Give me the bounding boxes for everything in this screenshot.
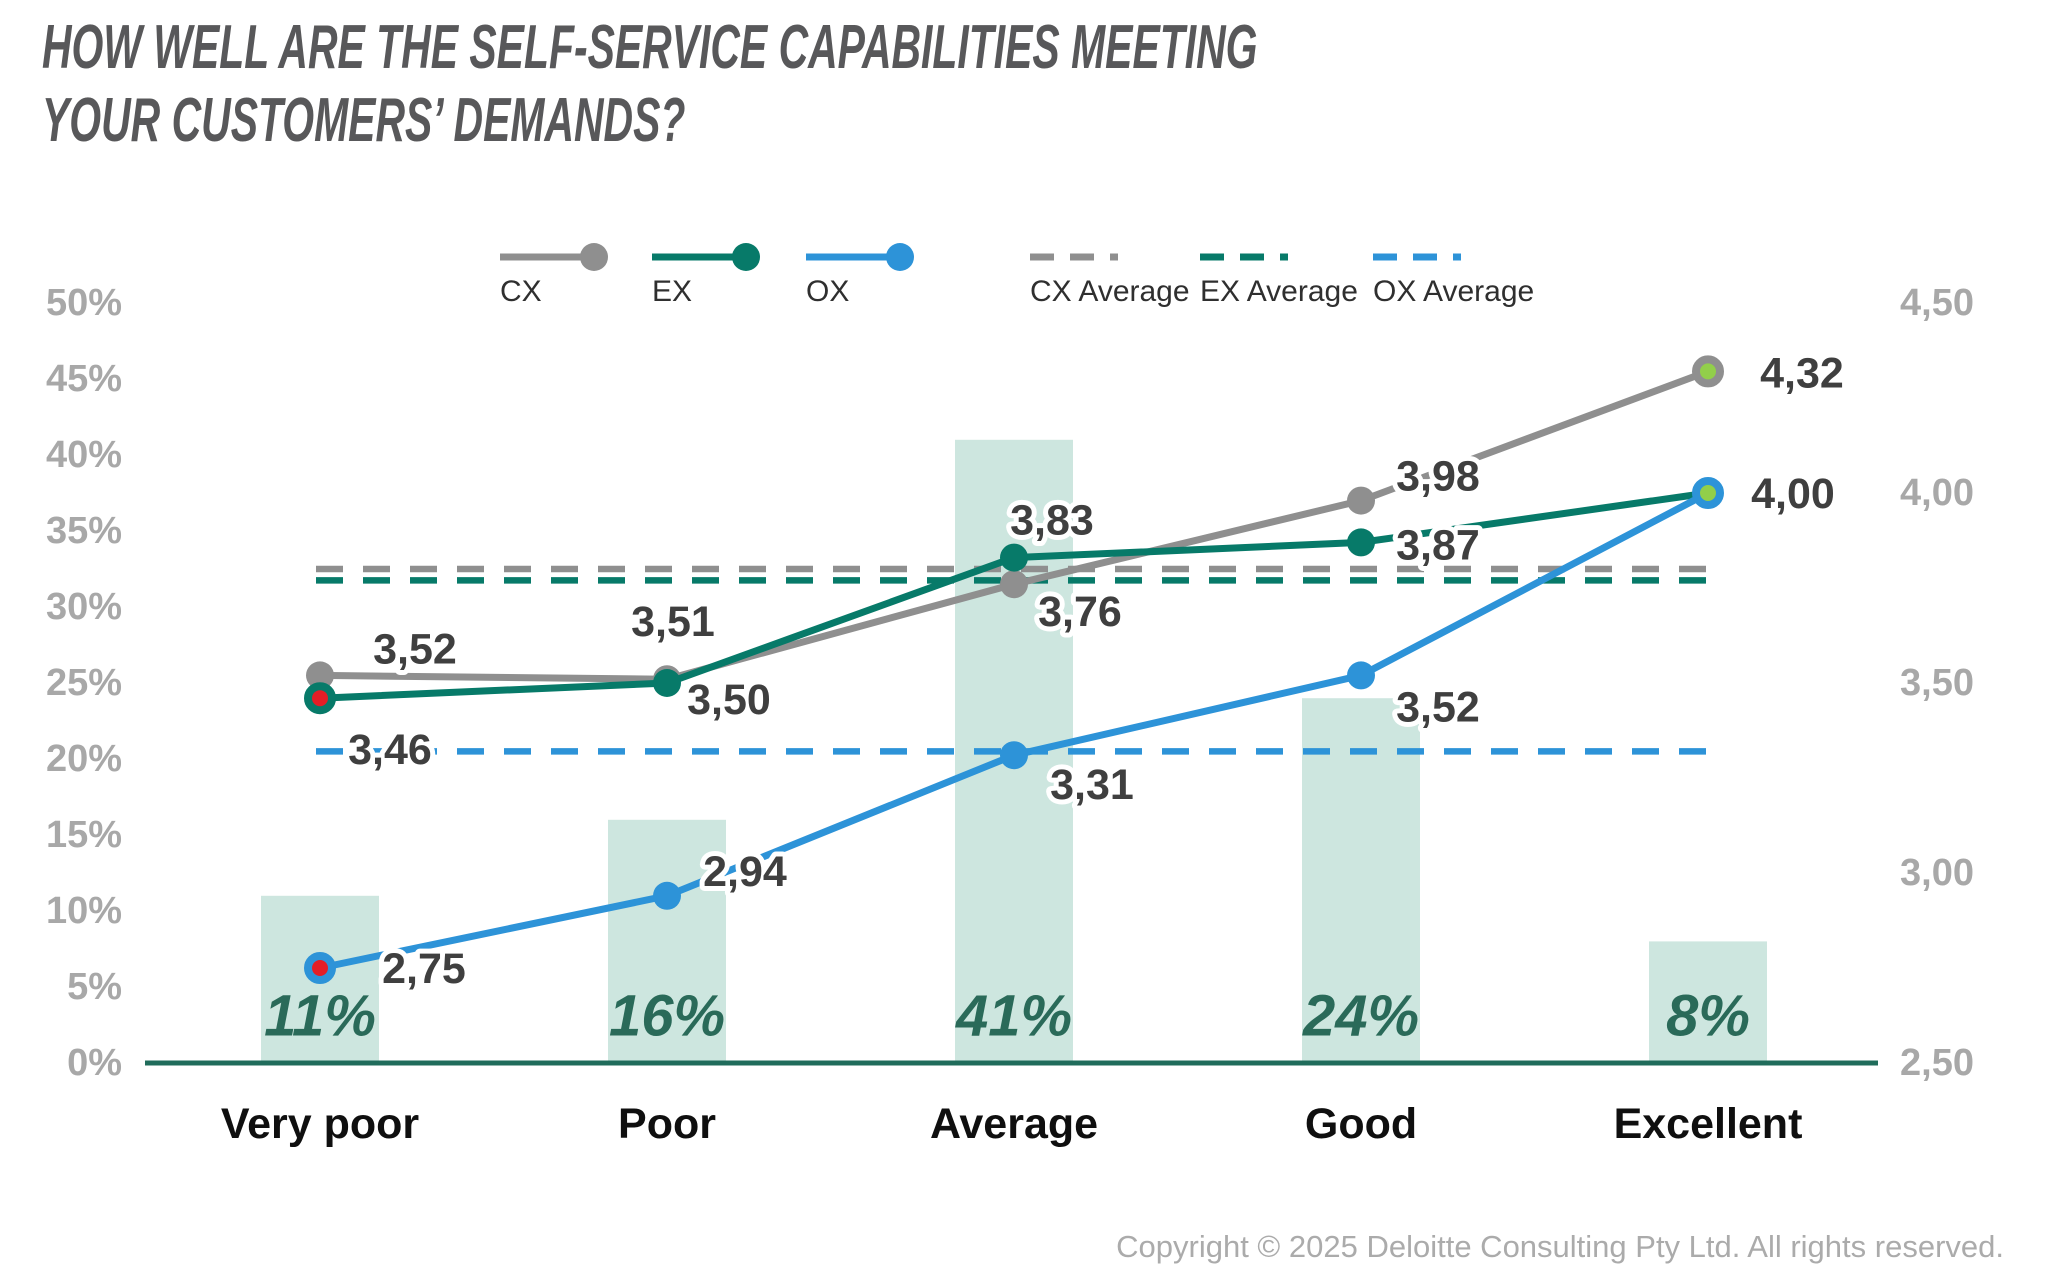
right-axis-tick-0: 4,50	[1900, 282, 1974, 324]
legend-label: EX	[652, 275, 693, 308]
value-label-cx-2: 3,76	[1038, 588, 1122, 636]
value-label-ex-1: 3,50	[687, 676, 771, 724]
bar-poor	[608, 819, 726, 1063]
data-point-cx-2	[1000, 570, 1028, 599]
chart-legend: CX EX OX CX Average EX Average OX Average	[0, 0, 2048, 308]
value-label-ox-2: 3,31	[1050, 761, 1134, 809]
legend-item-cx: CX	[500, 236, 612, 309]
category-label-good: Good	[1305, 1100, 1417, 1148]
value-label-ex-4: 4,00	[1751, 470, 1835, 518]
left-axis-tick-4: 30%	[46, 586, 122, 628]
legend-line-dot-swatch	[806, 243, 914, 271]
legend-item-ex-average: EX Average	[1200, 236, 1358, 309]
bar-percent-label-1: 16%	[609, 984, 725, 1049]
value-label-cx-4: 4,32	[1760, 349, 1844, 397]
data-point-ox-0-highlight	[304, 952, 336, 984]
category-label-very-poor: Very poor	[221, 1100, 420, 1148]
legend-dashed-swatch	[1030, 253, 1118, 261]
legend-line-dot-swatch	[500, 243, 608, 271]
data-point-cx-3	[1347, 486, 1375, 515]
left-axis-tick-6: 20%	[46, 738, 122, 780]
left-axis-tick-10: 0%	[67, 1042, 122, 1084]
left-axis-tick-0: 50%	[46, 282, 122, 324]
data-point-ox-2	[1000, 741, 1028, 770]
data-point-ex-0-highlight	[304, 682, 336, 715]
copyright-text: Copyright © 2025 Deloitte Consulting Pty…	[1116, 1229, 2004, 1264]
category-label-average: Average	[930, 1100, 1098, 1148]
value-label-ox-1: 2,94	[703, 848, 787, 896]
value-label-cx-3: 3,98	[1396, 453, 1480, 501]
right-axis-tick-2: 3,50	[1900, 662, 1974, 704]
data-point-cx-4-highlight	[1692, 355, 1724, 388]
value-label-ex-0: 3,46	[348, 726, 432, 774]
data-point-ex-1	[653, 669, 681, 697]
left-axis-tick-3: 35%	[46, 510, 122, 552]
left-axis-tick-5: 25%	[46, 662, 122, 704]
value-label-ex-3: 3,87	[1396, 521, 1480, 569]
legend-label: CX Average	[1030, 275, 1190, 308]
chart-title-line-2: YOUR CUSTOMERS’ DEMANDS?	[42, 85, 686, 155]
bar-good	[1302, 698, 1420, 1063]
legend-swatch-dot	[732, 243, 760, 271]
right-axis-tick-3: 3,00	[1900, 852, 1974, 894]
left-axis-tick-2: 40%	[46, 434, 122, 476]
legend-item-cx-average: CX Average	[1030, 236, 1190, 309]
value-label-cx-0: 3,52	[373, 625, 457, 673]
bar-percent-label-3: 24%	[1302, 984, 1419, 1049]
legend-dashed-swatch	[1200, 253, 1288, 261]
legend-line-dot-swatch	[652, 243, 760, 271]
legend-swatch-dot	[580, 243, 608, 271]
left-axis-tick-7: 15%	[46, 814, 122, 856]
chart-title: HOW WELL ARE THE SELF-SERVICE CAPABILITI…	[42, 12, 1258, 157]
value-label-cx-1: 3,51	[631, 598, 715, 646]
chart-title-line-1: HOW WELL ARE THE SELF-SERVICE CAPABILITI…	[42, 13, 1258, 82]
data-point-ex-2	[1000, 543, 1028, 572]
data-point-ox-3	[1347, 661, 1375, 690]
legend-dashed-swatch	[1373, 253, 1461, 261]
bar-percent-label-2: 41%	[955, 984, 1072, 1049]
legend-label: CX	[500, 275, 542, 308]
legend-label: OX Average	[1373, 275, 1535, 308]
legend-item-ox-average: OX Average	[1373, 236, 1534, 309]
data-point-ox-4-highlight	[1692, 477, 1724, 509]
legend-swatch-dot	[886, 243, 914, 271]
bar-percent-label-0: 11%	[264, 984, 376, 1049]
legend-item-ex: EX	[652, 236, 764, 309]
legend-label: EX Average	[1200, 275, 1358, 308]
category-label-poor: Poor	[618, 1100, 716, 1148]
data-point-ex-3	[1347, 528, 1375, 557]
bar-excellent	[1649, 941, 1767, 1063]
left-axis-tick-8: 10%	[46, 890, 122, 932]
left-axis-tick-9: 5%	[67, 966, 122, 1008]
left-axis-tick-1: 45%	[46, 358, 122, 400]
value-label-ox-3: 3,52	[1396, 683, 1480, 731]
right-axis-tick-1: 4,00	[1900, 472, 1974, 514]
value-label-ex-2: 3,83	[1010, 497, 1094, 545]
legend-item-ox: OX	[806, 236, 918, 309]
category-label-excellent: Excellent	[1614, 1100, 1803, 1148]
data-point-cx-0	[306, 661, 334, 690]
value-label-ox-0: 2,75	[382, 945, 466, 993]
legend-label: OX	[806, 275, 850, 308]
data-point-ox-1	[653, 881, 681, 910]
bar-percent-label-4: 8%	[1666, 984, 1750, 1049]
right-axis-tick-4: 2,50	[1900, 1042, 1974, 1084]
